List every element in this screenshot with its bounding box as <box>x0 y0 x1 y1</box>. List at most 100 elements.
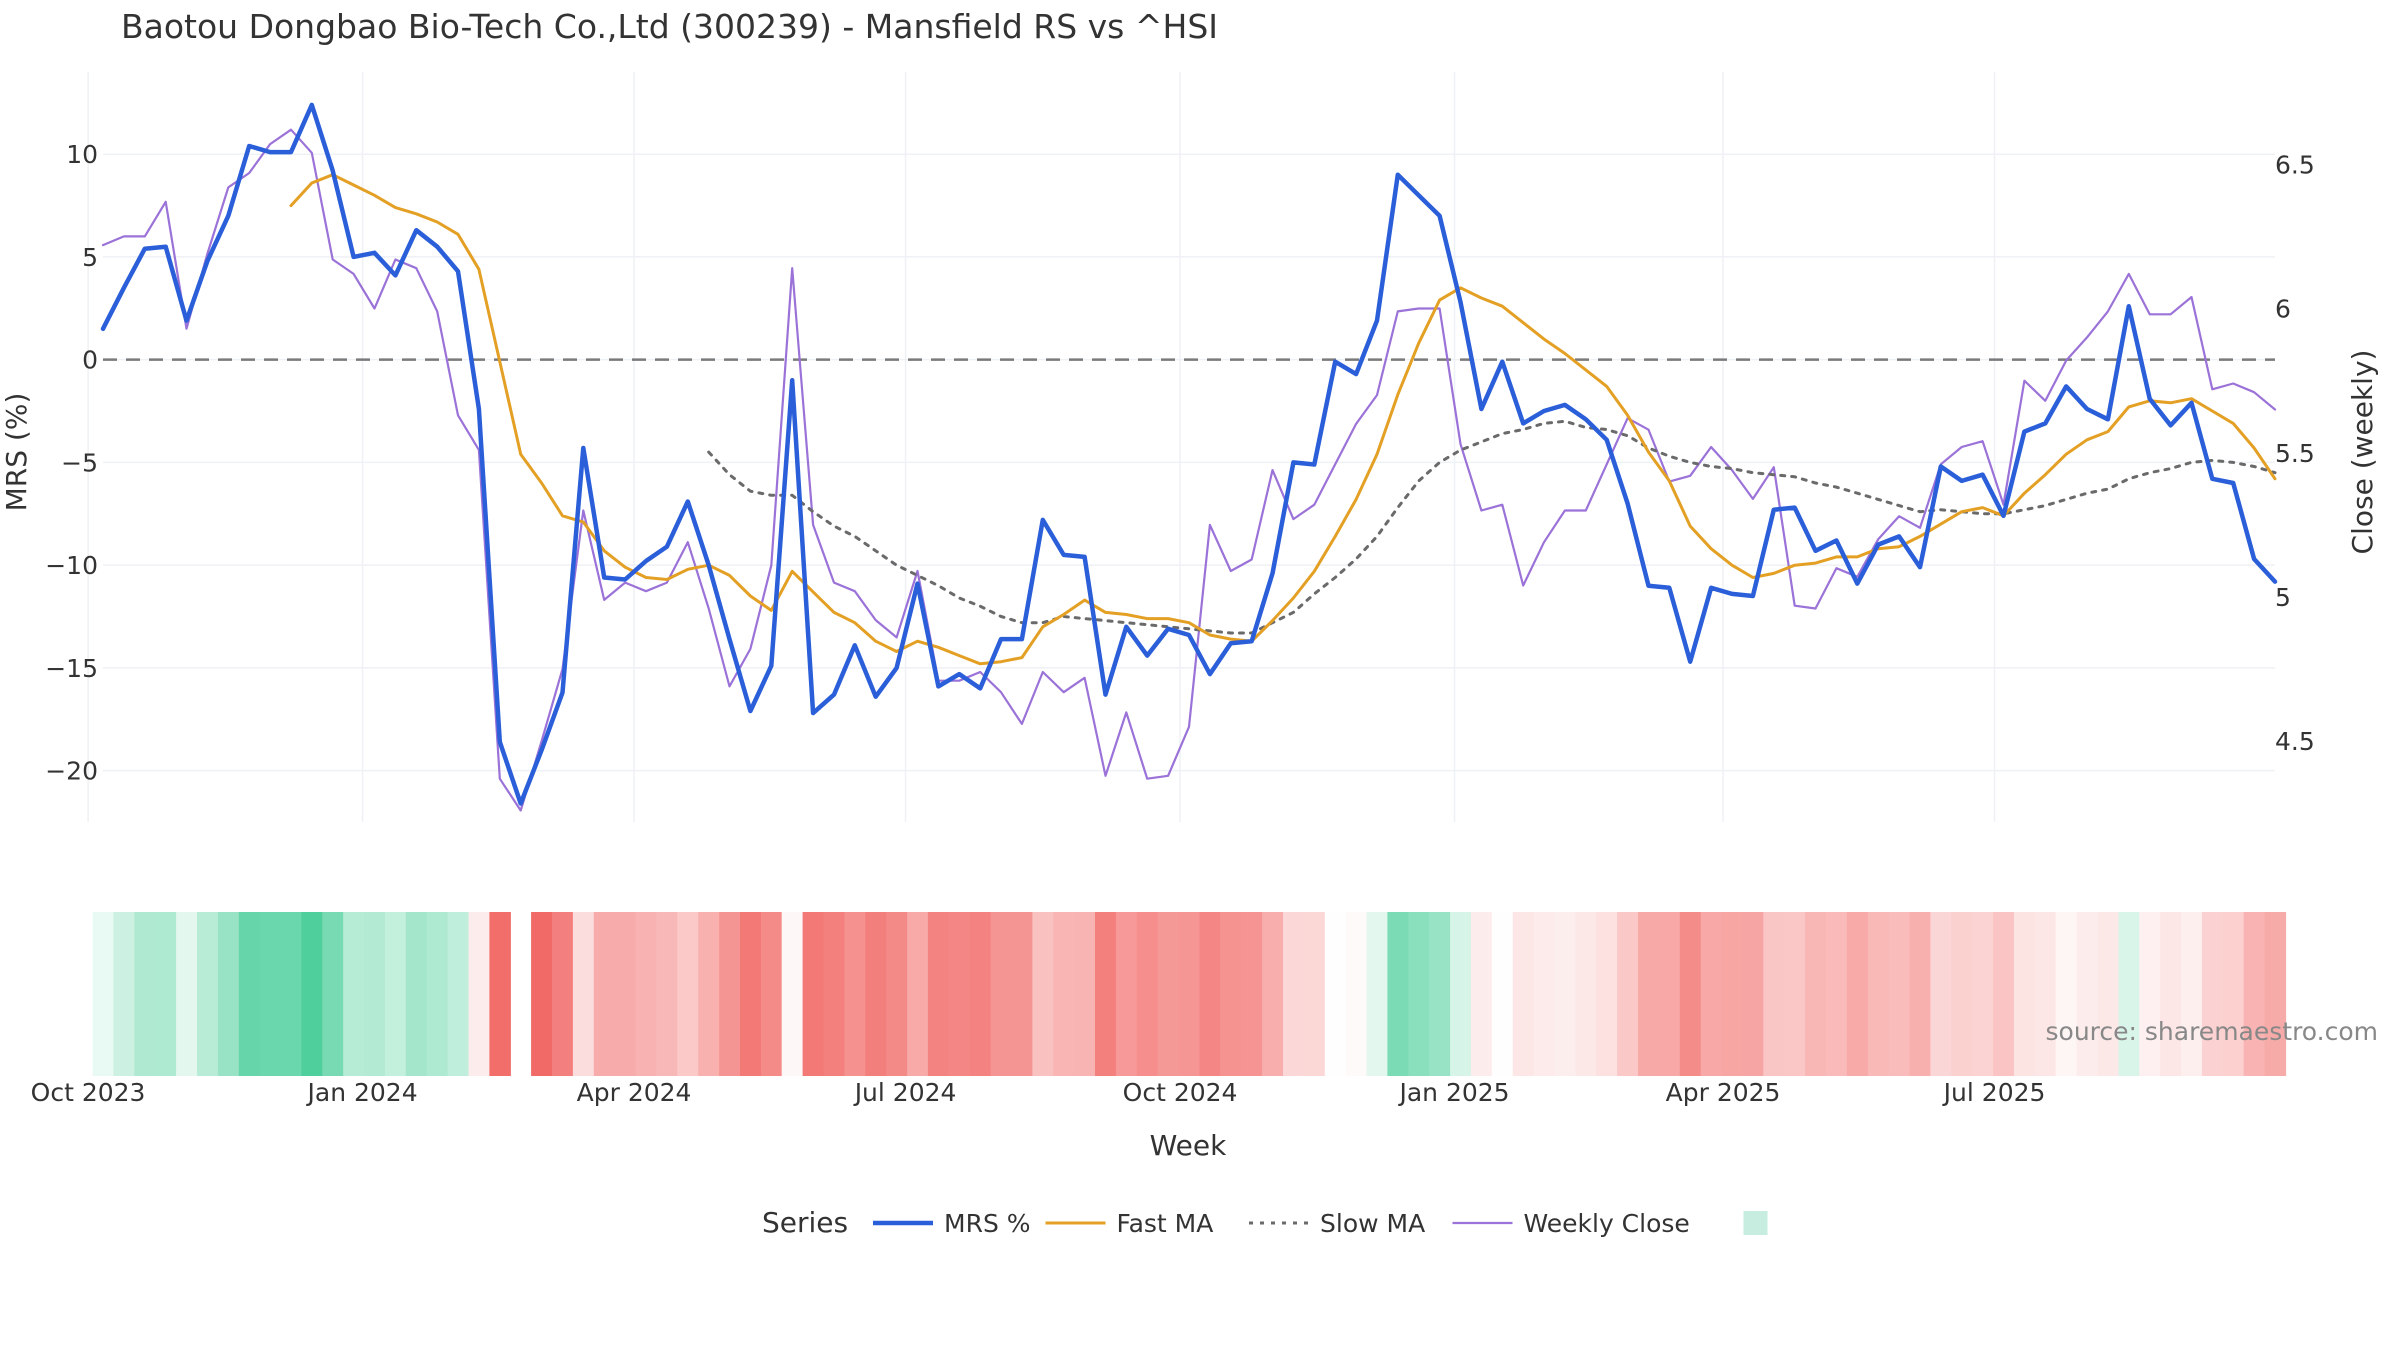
heatmap-cell <box>948 912 971 1076</box>
heatmap-cell <box>2243 912 2266 1076</box>
heatmap-cell <box>656 912 678 1076</box>
heatmap-cell <box>2097 912 2119 1076</box>
y2-tick-label: 6.5 <box>2275 150 2315 179</box>
heatmap-cell <box>886 912 908 1076</box>
heatmap-cell <box>1826 912 1848 1076</box>
heatmap-cell <box>1951 912 1973 1076</box>
heatmap-cell <box>1366 912 1388 1076</box>
heatmap-cell <box>2139 912 2161 1076</box>
heatmap-cell <box>781 912 804 1076</box>
heatmap-cell <box>1638 912 1660 1076</box>
heatmap-cell <box>593 912 616 1076</box>
heatmap-cell <box>1220 912 1242 1076</box>
heatmap-cell <box>2181 912 2203 1076</box>
y-tick-label: −10 <box>45 551 98 580</box>
heatmap-cell <box>1763 912 1785 1076</box>
heatmap-cell <box>927 912 950 1076</box>
heatmap-cell <box>969 912 992 1076</box>
heatmap-cell <box>865 912 887 1076</box>
heatmap-cell <box>217 912 240 1076</box>
heatmap-cell <box>2118 912 2140 1076</box>
heatmap-cell <box>2055 912 2078 1076</box>
y2-tick-label: 6 <box>2275 295 2291 324</box>
heatmap-cell <box>1178 912 1201 1076</box>
x-tick-label: Jul 2024 <box>853 1078 957 1107</box>
legend-label: Weekly Close <box>1524 1209 1690 1238</box>
heatmap-cell <box>2160 912 2182 1076</box>
axis-layer: 10 5 0 −5 −10 −15 −20 6.5 6 5.5 5 4.5 Oct 2023 Jan 20… <box>31 140 2315 1107</box>
heatmap-cell <box>1805 912 1827 1076</box>
heatmap-cell <box>1700 912 1723 1076</box>
x-tick-label: Apr 2024 <box>577 1078 692 1107</box>
heatmap-cell <box>1846 912 1869 1076</box>
heatmap-cell <box>719 912 741 1076</box>
heatmap-cell <box>1930 912 1952 1076</box>
heatmap-cell <box>343 912 365 1076</box>
heatmap-cell <box>1011 912 1033 1076</box>
heatmap-cell <box>1721 912 1744 1076</box>
heatmap-cell <box>1554 912 1576 1076</box>
heatmap-cell <box>1512 912 1535 1076</box>
y-tick-label: −5 <box>61 448 98 477</box>
heatmap-cell <box>238 912 261 1076</box>
heatmap-cell <box>176 912 198 1076</box>
y-tick-label: 0 <box>82 346 98 375</box>
y-tick-label: 5 <box>82 243 98 272</box>
x-tick-label: Jan 2024 <box>306 1078 418 1107</box>
x-tick-label: Oct 2023 <box>31 1078 146 1107</box>
legend-label: Slow MA <box>1320 1209 1425 1238</box>
heatmap-cell <box>823 912 845 1076</box>
heatmap-cell <box>1470 912 1493 1076</box>
heatmap-cell <box>1450 912 1472 1076</box>
heatmap-cell <box>1867 912 1890 1076</box>
x-tick-label: Jan 2025 <box>1397 1078 1509 1107</box>
y2-tick-label: 4.5 <box>2275 727 2315 756</box>
heatmap-cell <box>698 912 720 1076</box>
heatmap-cell <box>907 912 929 1076</box>
heatmap-cell <box>1658 912 1681 1076</box>
series-line-weekly-close <box>101 128 2277 812</box>
heatmap-cell <box>1345 912 1368 1076</box>
heatmap-cell <box>1324 912 1347 1076</box>
x-axis-title: Week <box>1150 1129 1227 1162</box>
heatmap-cell <box>1095 912 1117 1076</box>
heatmap-cell <box>614 912 637 1076</box>
heatmap-cell <box>1596 912 1618 1076</box>
heatmap-cell <box>1909 912 1931 1076</box>
heatmap-cell <box>259 912 282 1076</box>
heatmap-cell <box>1888 912 1911 1076</box>
heatmap-cell <box>1993 912 2015 1076</box>
heatmap-cell <box>1283 912 1305 1076</box>
series-line-mrs- <box>100 102 2278 806</box>
heatmap-cell <box>1491 912 1514 1076</box>
heatmap-cell <box>489 912 511 1076</box>
heatmap-cell <box>552 912 574 1076</box>
heatmap-cell <box>531 912 553 1076</box>
heatmap-cell <box>1303 912 1326 1076</box>
heatmap-cell <box>2013 912 2036 1076</box>
heatmap-cell <box>426 912 449 1076</box>
heatmap-cell <box>1053 912 1075 1076</box>
heatmap-cell <box>384 912 407 1076</box>
grid-layer <box>87 72 2275 822</box>
heatmap-cell <box>635 912 658 1076</box>
x-tick-label: Apr 2025 <box>1666 1078 1781 1107</box>
heatmap-cell <box>1136 912 1159 1076</box>
heatmap-cell <box>1429 912 1451 1076</box>
series-line-slow-ma <box>707 419 2277 635</box>
heatmap-cell <box>301 912 323 1076</box>
heatmap-cell <box>740 912 762 1076</box>
heatmap-cell <box>1533 912 1556 1076</box>
chart-title: Baotou Dongbao Bio-Tech Co.,Ltd (300239)… <box>121 7 1218 46</box>
heatmap-cell <box>1617 912 1639 1076</box>
y-tick-label: −15 <box>45 654 98 683</box>
heatmap-cell <box>802 912 825 1076</box>
heatmap-cell <box>1784 912 1806 1076</box>
y2-tick-label: 5 <box>2275 583 2291 612</box>
heatmap-cell <box>2222 912 2245 1076</box>
heatmap-cell <box>113 912 135 1076</box>
heatmap-cell <box>1115 912 1138 1076</box>
y2-tick-label: 5.5 <box>2275 439 2315 468</box>
